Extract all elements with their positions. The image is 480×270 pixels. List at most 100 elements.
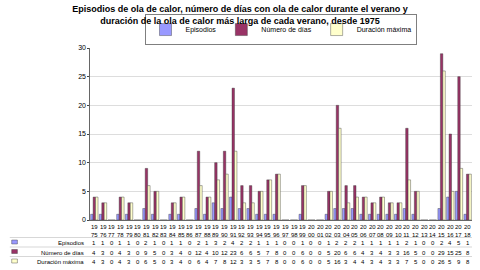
svg-text:1988: 1988 bbox=[204, 224, 211, 238]
svg-text:5: 5 bbox=[153, 259, 157, 265]
svg-text:8: 8 bbox=[275, 259, 279, 265]
svg-text:0: 0 bbox=[431, 240, 435, 246]
svg-text:0: 0 bbox=[318, 259, 322, 265]
svg-text:1: 1 bbox=[396, 240, 400, 246]
svg-text:1: 1 bbox=[327, 240, 331, 246]
svg-text:8: 8 bbox=[466, 250, 470, 256]
svg-text:6: 6 bbox=[249, 250, 253, 256]
svg-text:1976: 1976 bbox=[100, 224, 107, 238]
svg-text:12: 12 bbox=[195, 250, 202, 256]
svg-text:1999: 1999 bbox=[299, 224, 306, 238]
svg-text:2: 2 bbox=[144, 240, 148, 246]
svg-text:10: 10 bbox=[78, 159, 86, 166]
svg-text:3: 3 bbox=[396, 250, 400, 256]
svg-text:2000: 2000 bbox=[308, 224, 315, 238]
svg-text:1: 1 bbox=[361, 240, 365, 246]
svg-text:1: 1 bbox=[92, 240, 96, 246]
svg-text:0: 0 bbox=[309, 259, 313, 265]
svg-text:2007: 2007 bbox=[369, 224, 376, 238]
svg-text:2006: 2006 bbox=[360, 224, 367, 238]
svg-text:20: 20 bbox=[334, 250, 341, 256]
svg-text:2014: 2014 bbox=[429, 224, 436, 238]
svg-text:4: 4 bbox=[92, 250, 96, 256]
svg-text:3: 3 bbox=[101, 259, 105, 265]
svg-text:1980: 1980 bbox=[134, 224, 141, 238]
svg-text:4: 4 bbox=[379, 259, 383, 265]
svg-text:1990: 1990 bbox=[221, 224, 228, 238]
svg-text:2003: 2003 bbox=[334, 224, 341, 238]
svg-text:5: 5 bbox=[82, 188, 86, 195]
svg-text:9: 9 bbox=[144, 250, 148, 256]
svg-text:2009: 2009 bbox=[386, 224, 393, 238]
svg-text:1: 1 bbox=[388, 240, 392, 246]
svg-text:0: 0 bbox=[136, 250, 140, 256]
svg-text:1: 1 bbox=[170, 240, 174, 246]
svg-text:1: 1 bbox=[205, 240, 209, 246]
svg-text:0: 0 bbox=[283, 240, 287, 246]
svg-text:3: 3 bbox=[240, 259, 244, 265]
svg-text:4: 4 bbox=[205, 250, 209, 256]
svg-text:0: 0 bbox=[188, 250, 192, 256]
svg-text:2013: 2013 bbox=[421, 224, 428, 238]
svg-text:1: 1 bbox=[301, 240, 305, 246]
svg-text:1: 1 bbox=[266, 240, 270, 246]
svg-text:Episodios: Episodios bbox=[186, 26, 217, 34]
svg-text:3: 3 bbox=[249, 259, 253, 265]
svg-text:1977: 1977 bbox=[108, 224, 115, 238]
svg-text:2001: 2001 bbox=[317, 224, 324, 238]
svg-text:0: 0 bbox=[283, 259, 287, 265]
svg-text:15: 15 bbox=[447, 250, 454, 256]
svg-text:0: 0 bbox=[431, 250, 435, 256]
svg-text:1992: 1992 bbox=[238, 224, 245, 238]
svg-text:4: 4 bbox=[361, 259, 365, 265]
svg-text:1997: 1997 bbox=[282, 224, 289, 238]
svg-text:2010: 2010 bbox=[395, 224, 402, 238]
svg-text:30: 30 bbox=[78, 44, 86, 51]
svg-text:0: 0 bbox=[162, 250, 166, 256]
svg-text:0: 0 bbox=[292, 240, 296, 246]
svg-text:0: 0 bbox=[318, 250, 322, 256]
svg-text:1978: 1978 bbox=[117, 224, 124, 238]
svg-text:1983: 1983 bbox=[160, 224, 167, 238]
svg-text:0: 0 bbox=[162, 259, 166, 265]
svg-text:1: 1 bbox=[370, 240, 374, 246]
svg-text:5: 5 bbox=[457, 240, 461, 246]
svg-text:10: 10 bbox=[212, 250, 219, 256]
svg-text:6: 6 bbox=[301, 259, 305, 265]
svg-text:7: 7 bbox=[266, 250, 270, 256]
svg-text:7: 7 bbox=[266, 259, 270, 265]
svg-text:2: 2 bbox=[249, 240, 253, 246]
svg-text:2005: 2005 bbox=[351, 224, 358, 238]
svg-text:9: 9 bbox=[457, 259, 461, 265]
svg-text:2: 2 bbox=[344, 240, 348, 246]
svg-text:2: 2 bbox=[353, 240, 357, 246]
svg-text:0: 0 bbox=[110, 240, 114, 246]
svg-text:0: 0 bbox=[431, 259, 435, 265]
svg-text:5: 5 bbox=[257, 259, 261, 265]
svg-text:1998: 1998 bbox=[291, 224, 298, 238]
svg-text:0: 0 bbox=[110, 250, 114, 256]
svg-text:3: 3 bbox=[396, 259, 400, 265]
svg-text:2: 2 bbox=[440, 240, 444, 246]
svg-text:5: 5 bbox=[327, 259, 331, 265]
svg-text:4: 4 bbox=[179, 250, 183, 256]
svg-text:6: 6 bbox=[240, 250, 244, 256]
svg-text:12: 12 bbox=[230, 259, 237, 265]
svg-text:Duración máxima: Duración máxima bbox=[37, 259, 84, 265]
svg-text:6: 6 bbox=[353, 250, 357, 256]
svg-text:Número de días: Número de días bbox=[41, 250, 84, 256]
svg-text:16: 16 bbox=[403, 250, 410, 256]
svg-text:16: 16 bbox=[334, 259, 341, 265]
svg-text:26: 26 bbox=[438, 259, 445, 265]
svg-text:1993: 1993 bbox=[247, 224, 254, 238]
svg-text:2: 2 bbox=[240, 240, 244, 246]
svg-text:0: 0 bbox=[422, 240, 426, 246]
svg-text:3: 3 bbox=[370, 259, 374, 265]
svg-text:25: 25 bbox=[455, 250, 462, 256]
svg-text:0: 0 bbox=[188, 240, 192, 246]
svg-text:1981: 1981 bbox=[143, 224, 150, 238]
svg-text:1995: 1995 bbox=[264, 224, 271, 238]
svg-text:2018: 2018 bbox=[464, 224, 471, 238]
svg-text:2002: 2002 bbox=[325, 224, 332, 238]
svg-text:Duración máxima: Duración máxima bbox=[357, 26, 412, 33]
